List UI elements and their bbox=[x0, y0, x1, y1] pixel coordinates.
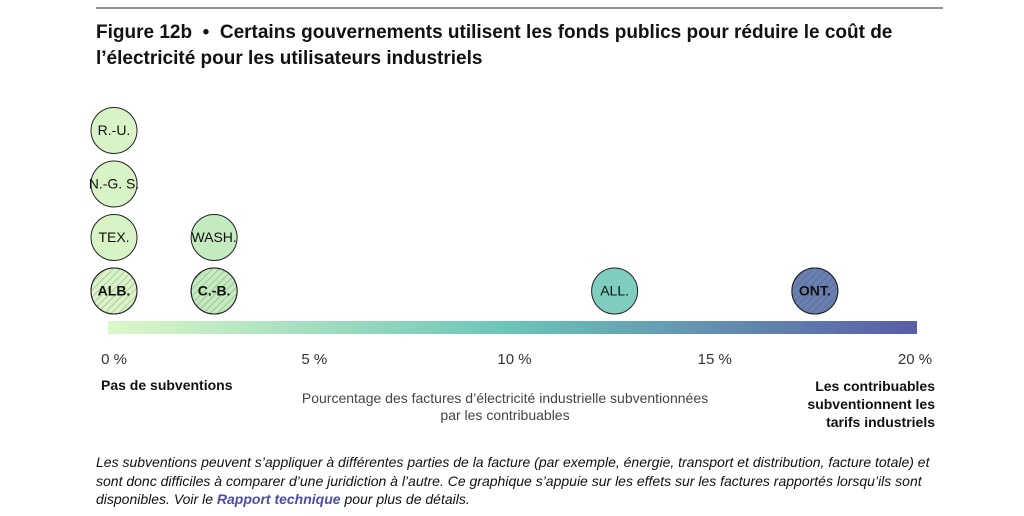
dot bbox=[190, 214, 238, 261]
left-label: Pas de subventions bbox=[101, 377, 233, 393]
dot-label: TEX. bbox=[98, 229, 129, 245]
right-label: Les contribuables subventionnent les tar… bbox=[807, 378, 935, 430]
x-tick-label: 20 % bbox=[898, 351, 932, 368]
dot-label: N.-G. S. bbox=[89, 176, 140, 192]
hatch bbox=[90, 267, 138, 315]
dot bbox=[90, 160, 138, 208]
dot bbox=[90, 107, 138, 154]
hatch bbox=[791, 267, 839, 315]
dot bbox=[90, 214, 138, 261]
note-text: Les subventions peuvent s’appliquer à di… bbox=[96, 454, 930, 507]
dot-label: WASH. bbox=[191, 229, 236, 245]
x-tick-label: 10 % bbox=[497, 351, 531, 368]
dot-label: ALB. bbox=[98, 283, 131, 299]
note-text: pour plus de détails. bbox=[344, 491, 470, 507]
chart-title: Certains gouvernements utilisent les fon… bbox=[96, 22, 893, 69]
x-tick-label: 5 % bbox=[301, 351, 327, 368]
dot-label: ALL. bbox=[600, 283, 629, 299]
title: Figure 12b • Certains gouvernements util… bbox=[96, 22, 893, 69]
dot bbox=[591, 267, 639, 315]
x-tick-label: 15 % bbox=[698, 351, 732, 368]
figure-label: Figure 12b bbox=[96, 22, 193, 43]
color-bar bbox=[108, 321, 917, 334]
dot-label: ONT. bbox=[799, 283, 831, 299]
x-axis-label: Pourcentage des factures d’électricité i… bbox=[301, 390, 709, 423]
hatch bbox=[190, 267, 238, 315]
note: Les subventions peuvent s’appliquer à di… bbox=[96, 453, 936, 509]
dot-label: R.-U. bbox=[98, 122, 131, 138]
dot-label: C.-B. bbox=[198, 283, 231, 299]
note-link[interactable]: Rapport technique bbox=[216, 491, 341, 507]
x-tick-label: 0 % bbox=[101, 351, 127, 368]
